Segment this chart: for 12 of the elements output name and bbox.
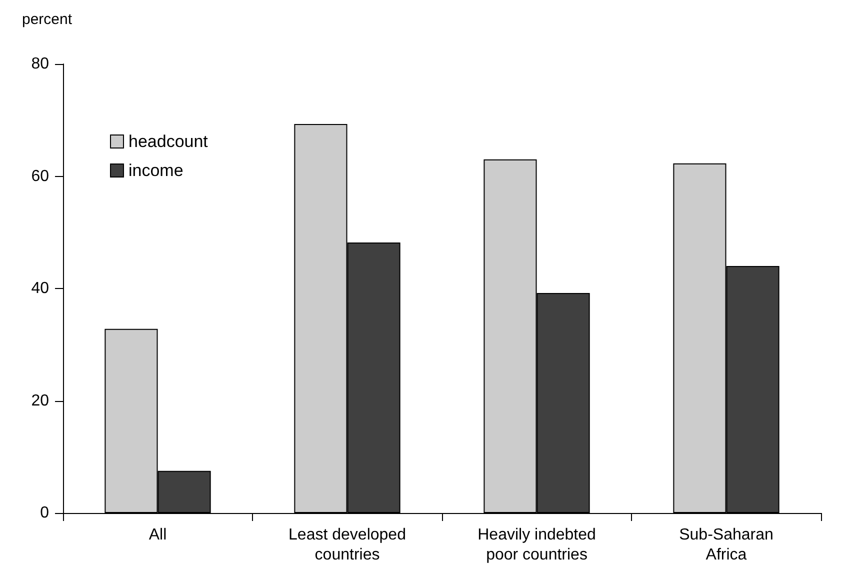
x-tick-label: Heavily indebted poor countries xyxy=(478,526,596,564)
legend-label: income xyxy=(128,161,184,180)
y-tick-label: 80 xyxy=(31,56,50,72)
x-tick-label: Least developed countries xyxy=(288,526,406,564)
y-tick-label: 60 xyxy=(31,168,50,185)
legend-label: headcount xyxy=(128,132,208,151)
x-tick-label: Sub-Saharan Africa xyxy=(679,526,774,564)
y-tick-label: 0 xyxy=(40,504,50,522)
x-tick-label: All xyxy=(148,526,167,544)
y-tick-label: 40 xyxy=(31,280,50,297)
y-axis-title: percent xyxy=(22,11,73,28)
y-tick-label: 20 xyxy=(31,392,50,410)
